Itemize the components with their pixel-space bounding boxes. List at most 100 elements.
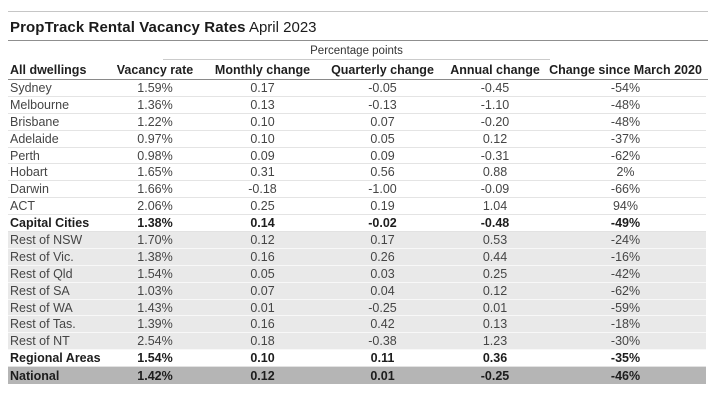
table-row: Rest of SA 1.03% 0.07 0.04 0.12 -62%: [8, 282, 706, 300]
table-row: Rest of NSW 1.70% 0.12 0.17 0.53 -24%: [8, 232, 706, 249]
value-cell: 1.03%: [137, 283, 173, 298]
value-cell: 0.01: [370, 368, 395, 383]
table-row: National 1.42% 0.12 0.01 -0.25 -46%: [8, 367, 706, 385]
value-cell: 94%: [612, 199, 639, 214]
table-row: Rest of Vic. 1.38% 0.16 0.26 0.44 -16%: [8, 248, 706, 266]
value-cell: -0.31: [480, 148, 510, 163]
value-cell: -0.25: [480, 368, 510, 383]
region-cell: Capital Cities: [10, 216, 90, 231]
table-row: Hobart 1.65% 0.31 0.56 0.88 2%: [8, 164, 706, 182]
table-row: Rest of WA 1.43% 0.01 -0.25 0.01 -59%: [8, 299, 706, 317]
value-cell: 1.66%: [137, 182, 173, 197]
region-cell: Melbourne: [10, 97, 70, 112]
table-row: Adelaide 0.97% 0.10 0.05 0.12 -37%: [8, 130, 706, 148]
value-cell: 0.13: [250, 97, 275, 112]
value-cell: 0.53: [482, 232, 508, 247]
value-cell: 1.54%: [137, 266, 173, 281]
region-cell: Hobart: [10, 165, 48, 180]
value-cell: 0.19: [370, 199, 395, 214]
value-cell: 0.26: [370, 249, 395, 264]
value-cell: 0.07: [250, 283, 275, 298]
value-cell: 0.10: [250, 351, 275, 366]
top-divider: [8, 11, 708, 12]
value-cell: 0.25: [482, 266, 508, 281]
table-row: Regional Areas 1.54% 0.10 0.11 0.36 -35%: [8, 350, 706, 368]
value-cell: -0.09: [480, 182, 510, 197]
value-cell: -0.13: [368, 97, 397, 112]
header-divider: [8, 79, 708, 80]
value-cell: 1.38%: [137, 249, 173, 264]
region-cell: Regional Areas: [10, 351, 101, 366]
value-cell: -0.48: [480, 216, 510, 231]
value-cell: 1.23: [482, 334, 508, 349]
value-cell: 0.04: [370, 283, 395, 298]
column-header-vacancy-rate: Vacancy rate: [116, 62, 194, 77]
value-cell: 2.54%: [137, 334, 173, 349]
value-cell: -0.02: [368, 216, 397, 231]
value-cell: -46%: [610, 368, 641, 383]
value-cell: 1.38%: [137, 216, 173, 231]
column-header-monthly-change: Monthly change: [214, 62, 311, 77]
value-cell: 1.70%: [137, 232, 173, 247]
column-group-underline: [163, 59, 550, 60]
table-row: Capital Cities 1.38% 0.14 -0.02 -0.48 -49%: [8, 215, 706, 233]
value-cell: -37%: [610, 131, 641, 146]
region-cell: ACT: [10, 199, 35, 214]
value-cell: 0.44: [482, 249, 508, 264]
column-header-annual-change: Annual change: [450, 62, 540, 77]
value-cell: -0.38: [368, 334, 397, 349]
value-cell: 0.17: [370, 232, 395, 247]
value-cell: 0.56: [370, 165, 395, 180]
region-cell: Perth: [10, 148, 40, 163]
value-cell: 1.43%: [137, 300, 173, 315]
value-cell: -30%: [610, 334, 641, 349]
value-cell: 0.98%: [137, 148, 173, 163]
value-cell: -54%: [610, 80, 641, 95]
value-cell: 2%: [616, 165, 635, 180]
region-cell: Rest of NSW: [10, 232, 83, 247]
value-cell: -0.20: [480, 114, 510, 129]
table-row: Brisbane 1.22% 0.10 0.07 -0.20 -48%: [8, 113, 706, 131]
value-cell: -62%: [610, 148, 641, 163]
value-cell: -35%: [610, 351, 641, 366]
region-cell: Adelaide: [10, 131, 59, 146]
value-cell: 0.11: [370, 351, 395, 366]
table-row: Rest of Tas. 1.39% 0.16 0.42 0.13 -18%: [8, 316, 706, 334]
value-cell: 0.03: [370, 266, 395, 281]
table-body: Sydney 1.59% 0.17 -0.05 -0.45 -54% Melbourne 1.…: [8, 80, 706, 385]
value-cell: 0.05: [370, 131, 395, 146]
value-cell: 1.36%: [137, 97, 173, 112]
table-row: Darwin 1.66% -0.18 -1.00 -0.09 -66%: [8, 181, 706, 199]
value-cell: -59%: [610, 300, 641, 315]
column-header-change-since-march-2020: Change since March 2020: [549, 62, 702, 77]
region-cell: Brisbane: [10, 114, 60, 129]
value-cell: -0.25: [368, 300, 397, 315]
value-cell: 1.65%: [137, 165, 173, 180]
value-cell: -48%: [610, 97, 641, 112]
value-cell: -0.05: [368, 80, 397, 95]
value-cell: 0.09: [250, 148, 275, 163]
value-cell: 0.05: [250, 266, 275, 281]
title-divider: [8, 40, 708, 41]
region-cell: Rest of SA: [10, 283, 70, 298]
value-cell: 0.16: [250, 249, 275, 264]
region-cell: National: [10, 368, 60, 383]
value-cell: -66%: [610, 182, 641, 197]
table-header-row: All dwellings Vacancy rate Monthly chang…: [8, 60, 706, 79]
value-cell: 0.12: [482, 131, 508, 146]
value-cell: -0.18: [248, 182, 277, 197]
value-cell: 0.12: [482, 283, 508, 298]
value-cell: 0.10: [250, 114, 275, 129]
value-cell: -48%: [610, 114, 641, 129]
value-cell: 0.09: [370, 148, 395, 163]
value-cell: 0.36: [482, 351, 508, 366]
value-cell: 0.16: [250, 317, 275, 332]
value-cell: -49%: [610, 216, 641, 231]
value-cell: 1.22%: [137, 114, 173, 129]
value-cell: 0.12: [250, 368, 275, 383]
region-cell: Rest of WA: [10, 300, 73, 315]
value-cell: 0.31: [250, 165, 275, 180]
value-cell: 1.54%: [137, 351, 173, 366]
page-title: PropTrack Rental Vacancy Rates April 202…: [10, 19, 317, 36]
